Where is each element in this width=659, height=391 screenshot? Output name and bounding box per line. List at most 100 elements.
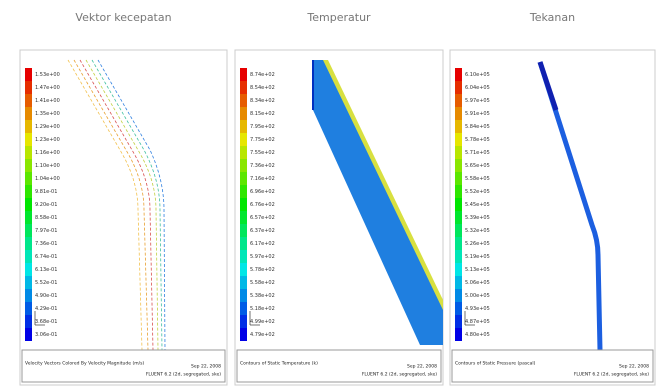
colorbar-swatch (25, 302, 32, 315)
colorbar-label: 7.55e+02 (250, 150, 275, 156)
colorbar-swatch (455, 289, 462, 302)
colorbar-swatch (25, 94, 32, 107)
colorbar-label: 1.47e+00 (35, 85, 60, 91)
colorbar-swatch (455, 159, 462, 172)
colorbar-label: 9.20e-01 (35, 202, 57, 208)
colorbar-label: 5.97e+05 (465, 98, 490, 104)
colorbar-label: 8.34e+02 (250, 98, 275, 104)
colorbar-label: 5.13e+05 (465, 267, 490, 273)
colorbar-swatch (25, 159, 32, 172)
colorbar-label: 5.18e+02 (250, 306, 275, 312)
colorbar-swatch (240, 328, 247, 341)
colorbar-label: 5.71e+05 (465, 150, 490, 156)
colorbar-swatch (240, 289, 247, 302)
colorbar-swatch (455, 302, 462, 315)
colorbar-swatch (455, 94, 462, 107)
colorbar-swatch (25, 250, 32, 263)
velocity-vectors (67, 59, 166, 351)
solver: FLUENT 6.2 (2d, segregated, ske) (574, 372, 649, 378)
colorbar-label: 5.58e+02 (250, 280, 275, 286)
colorbar-label: 7.36e+02 (250, 163, 275, 169)
colorbar-label: 1.04e+00 (35, 176, 60, 182)
colorbar-swatch (455, 120, 462, 133)
caption: Contours of Static Temperature (k) (240, 361, 318, 367)
colorbar-label: 6.17e+02 (250, 241, 275, 247)
colorbar-swatch (240, 224, 247, 237)
colorbar-swatch (25, 172, 32, 185)
colorbar-swatch (240, 81, 247, 94)
colorbar-swatch (25, 146, 32, 159)
footer (21, 349, 226, 383)
colorbar-swatch (455, 107, 462, 120)
colorbar-label: 5.38e+02 (250, 293, 275, 299)
colorbar-label: 5.65e+05 (465, 163, 490, 169)
colorbar-label: 1.53e+00 (35, 72, 60, 78)
colorbar-swatch (25, 224, 32, 237)
colorbar-label: 5.26e+05 (465, 241, 490, 247)
panel-title: Tekanan (529, 11, 575, 24)
colorbar-swatch (240, 237, 247, 250)
colorbar-label: 3.68e-01 (35, 319, 57, 325)
colorbar-swatch (455, 263, 462, 276)
colorbar-swatch (240, 276, 247, 289)
colorbar-swatch (455, 224, 462, 237)
colorbar-swatch (25, 107, 32, 120)
colorbar-label: 4.79e+02 (250, 332, 275, 338)
colorbar-swatch (240, 146, 247, 159)
colorbar-label: 5.78e+02 (250, 267, 275, 273)
colorbar-swatch (25, 237, 32, 250)
colorbar-swatch (455, 315, 462, 328)
colorbar-label: 7.75e+02 (250, 137, 275, 143)
colorbar-swatch (240, 107, 247, 120)
colorbar-label: 4.99e+02 (250, 319, 275, 325)
colorbar-label: 1.10e+00 (35, 163, 60, 169)
colorbar-swatch (240, 68, 247, 81)
colorbar-label: 6.37e+02 (250, 228, 275, 234)
colorbar-swatch (455, 81, 462, 94)
colorbar-swatch (240, 302, 247, 315)
colorbar-swatch (25, 133, 32, 146)
caption: Contours of Static Pressure (pascal) (455, 361, 536, 367)
colorbar-swatch (25, 276, 32, 289)
colorbar-swatch (455, 68, 462, 81)
colorbar-label: 3.06e-01 (35, 332, 57, 338)
colorbar-label: 4.80e+05 (465, 332, 490, 338)
colorbar-swatch (25, 185, 32, 198)
colorbar-swatch (25, 263, 32, 276)
colorbar-label: 5.97e+02 (250, 254, 275, 260)
colorbar-swatch (455, 133, 462, 146)
colorbar-swatch (455, 172, 462, 185)
colorbar-swatch (25, 289, 32, 302)
colorbar-label: 6.76e+02 (250, 202, 275, 208)
panel-title: Temperatur (306, 11, 371, 24)
colorbar-swatch (25, 328, 32, 341)
colorbar-swatch (455, 198, 462, 211)
colorbar-label: 5.58e+05 (465, 176, 490, 182)
solver: FLUENT 6.2 (2d, segregated, ske) (146, 372, 221, 378)
colorbar-label: 1.23e+00 (35, 137, 60, 143)
colorbar-label: 1.29e+00 (35, 124, 60, 130)
colorbar-label: 5.06e+05 (465, 280, 490, 286)
colorbar-swatch (240, 120, 247, 133)
colorbar-label: 8.15e+02 (250, 111, 275, 117)
colorbar-swatch (455, 328, 462, 341)
colorbar-swatch (25, 81, 32, 94)
caption: Velocity Vectors Colored By Velocity Mag… (25, 361, 144, 367)
colorbar-label: 6.96e+02 (250, 189, 275, 195)
colorbar-label: 4.93e+05 (465, 306, 490, 312)
colorbar-swatch (25, 68, 32, 81)
colorbar-label: 5.45e+05 (465, 202, 490, 208)
footer (451, 349, 654, 383)
colorbar-swatch (455, 146, 462, 159)
colorbar-label: 4.29e-01 (35, 306, 57, 312)
colorbar-label: 5.84e+05 (465, 124, 490, 130)
colorbar-label: 5.00e+05 (465, 293, 490, 299)
colorbar-swatch (25, 120, 32, 133)
colorbar-label: 9.81e-01 (35, 189, 57, 195)
colorbar-label: 7.16e+02 (250, 176, 275, 182)
colorbar-label: 8.58e-01 (35, 215, 57, 221)
colorbar-swatch (240, 315, 247, 328)
colorbar-swatch (240, 94, 247, 107)
colorbar-swatch (25, 211, 32, 224)
